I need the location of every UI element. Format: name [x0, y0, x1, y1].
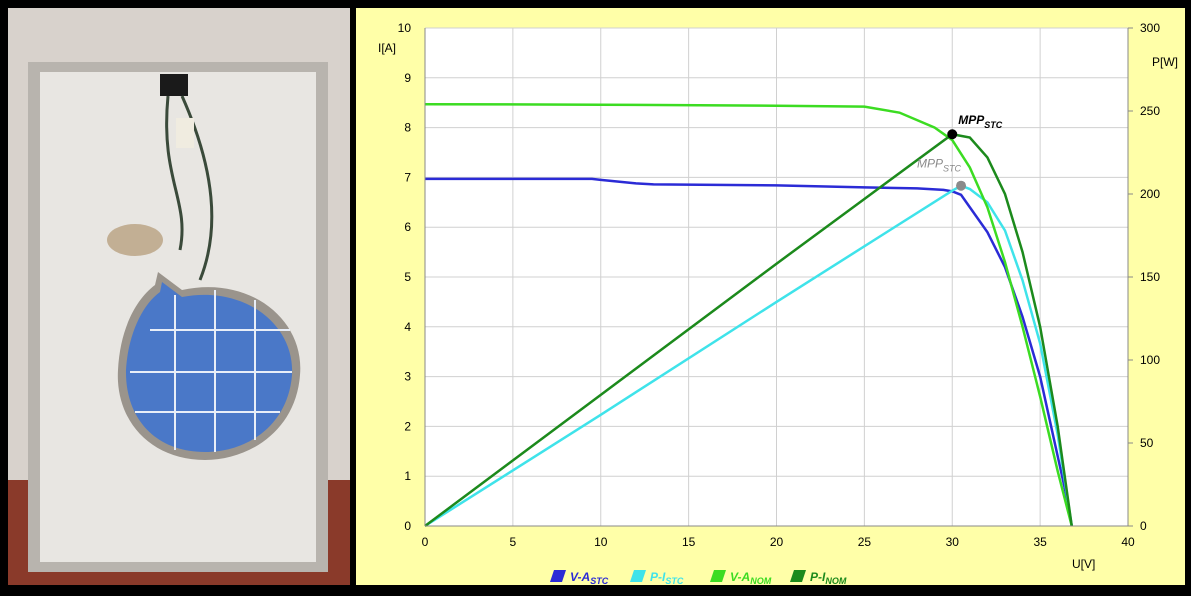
mpp-label: MPPSTC: [958, 113, 1003, 130]
mpp-point: [956, 180, 967, 191]
x-tick-label: 35: [1033, 535, 1047, 549]
series-line: [424, 184, 1073, 528]
y-axis-label: I[A]: [378, 41, 396, 55]
legend-label: P-INOM: [810, 570, 847, 586]
legend-swatch: [550, 570, 566, 582]
x-tick-label: 15: [682, 535, 696, 549]
legend-label: V-ANOM: [730, 570, 772, 586]
y2-axis-label: P[W]: [1152, 55, 1178, 69]
solar-cells: [125, 282, 293, 452]
y2-tick-label: 200: [1140, 187, 1160, 201]
legend-name: P-I: [650, 570, 666, 584]
label-sticker: [176, 118, 194, 148]
y2-tick-label: 100: [1140, 353, 1160, 367]
y-tick-label: 8: [404, 121, 411, 135]
mpp-label: MPPSTC: [917, 157, 962, 174]
y-tick-label: 5: [404, 270, 411, 284]
series-line: [424, 132, 1073, 528]
legend-swatch: [710, 570, 726, 582]
y-tick-label: 3: [404, 370, 411, 384]
y-tick-label: 7: [404, 170, 411, 184]
junction-box: [160, 74, 188, 96]
photo: [8, 8, 350, 585]
mpp-point: [947, 129, 958, 140]
legend: V-ASTC P-ISTC V-ANOM P-INOM: [550, 570, 847, 586]
x-tick-label: 40: [1121, 535, 1135, 549]
mpp-label-sub: STC: [984, 120, 1003, 130]
x-tick-label: 20: [770, 535, 784, 549]
y-tick-label: 0: [404, 519, 411, 533]
legend-sub: STC: [590, 576, 609, 586]
legend-label: P-ISTC: [650, 570, 684, 586]
y2-tick-label: 50: [1140, 436, 1154, 450]
x-tick-label: 10: [594, 535, 608, 549]
cell-grid: [130, 290, 292, 452]
x-tick-label: 0: [422, 535, 429, 549]
legend-swatch: [630, 570, 646, 582]
mpp-label-main: MPP: [917, 157, 943, 171]
y-tick-label: 10: [398, 21, 412, 35]
x-tick-label: 30: [946, 535, 960, 549]
y2-tick-label: 300: [1140, 21, 1160, 35]
legend-label: V-ASTC: [570, 570, 609, 586]
series-line: [424, 102, 1073, 527]
burn-mark: [107, 224, 163, 256]
mpp-label-sub: STC: [943, 164, 962, 174]
y-tick-label: 6: [404, 220, 411, 234]
legend-sub: NOM: [750, 576, 772, 586]
x-tick-label: 5: [510, 535, 517, 549]
y-tick-label: 1: [404, 469, 411, 483]
legend-sub: NOM: [825, 576, 847, 586]
y-tick-label: 4: [404, 320, 411, 334]
y2-tick-label: 0: [1140, 519, 1147, 533]
legend-sub: STC: [665, 576, 684, 586]
mpp-label-main: MPP: [958, 113, 985, 127]
x-axis-label: U[V]: [1072, 557, 1095, 571]
legend-name: V-A: [570, 570, 590, 584]
legend-name: P-I: [810, 570, 826, 584]
y2-tick-label: 250: [1140, 104, 1160, 118]
x-tick-label: 25: [858, 535, 872, 549]
y-tick-label: 2: [404, 419, 411, 433]
y-tick-label: 9: [404, 71, 411, 85]
legend-swatch: [790, 570, 806, 582]
legend-name: V-A: [730, 570, 750, 584]
y2-tick-label: 150: [1140, 270, 1160, 284]
